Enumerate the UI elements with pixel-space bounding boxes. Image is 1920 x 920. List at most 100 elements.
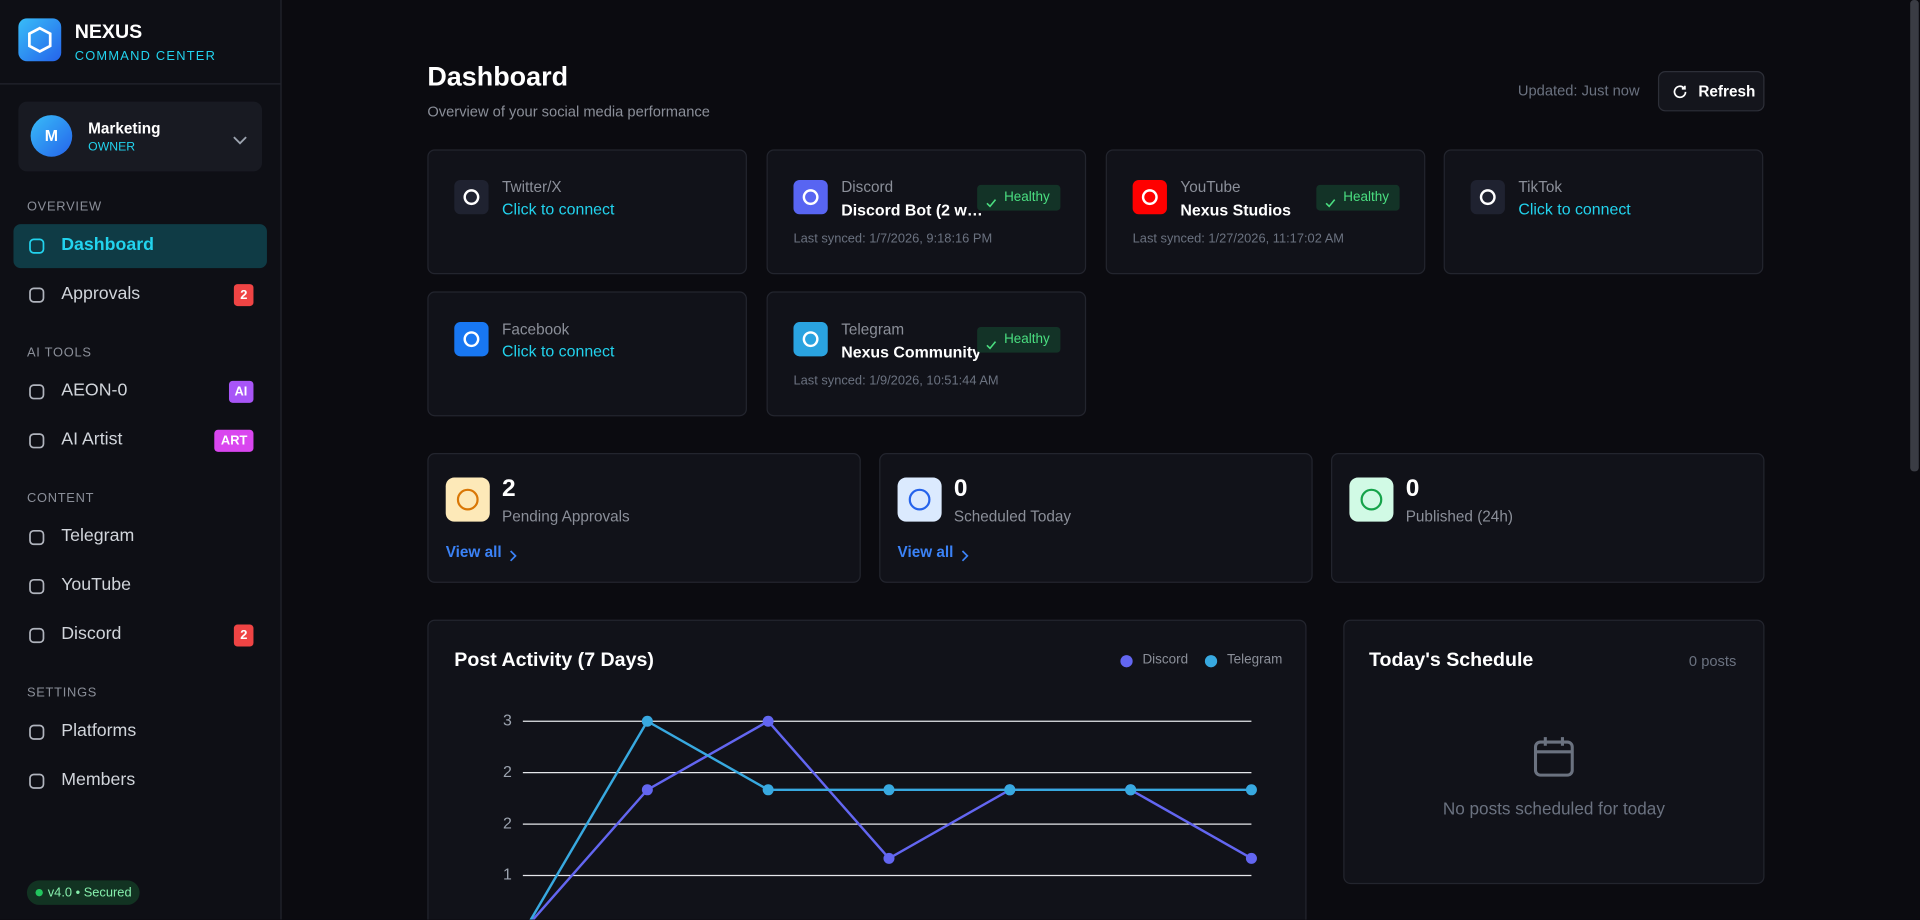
nav-icon: [28, 432, 45, 449]
nav-item[interactable]: [13, 224, 267, 269]
stat-icon: [445, 477, 490, 522]
nav-section-title: CONTENT: [26, 490, 95, 506]
stat-card: [427, 453, 861, 583]
schedule-count: 0 posts: [1688, 652, 1737, 670]
link-chevron-glyph: [510, 550, 517, 562]
platform-icon-glyph: [463, 189, 480, 206]
health-check-glyph: [1325, 199, 1336, 208]
link-chevron: [509, 546, 517, 562]
y-tick-label: 3: [503, 712, 512, 729]
stat-link[interactable]: View all: [445, 543, 502, 561]
nav-icon-glyph: [29, 384, 45, 400]
platform-icon: [793, 322, 828, 357]
nav-icon: [28, 383, 45, 400]
nav-item[interactable]: [13, 613, 266, 657]
nav-icon: [28, 578, 45, 595]
calendar-icon: [1532, 735, 1576, 779]
data-point: [1004, 784, 1016, 796]
platform-name: Facebook: [502, 320, 570, 338]
nav-label: Approvals: [61, 284, 141, 305]
platform-card[interactable]: [766, 149, 1087, 275]
page-title: Dashboard: [427, 60, 569, 92]
nav-icon-glyph: [29, 773, 45, 789]
nav-icon: [28, 287, 45, 304]
nav-item[interactable]: [13, 759, 266, 803]
health-check-glyph: [986, 199, 997, 208]
data-point: [1125, 784, 1137, 796]
legend-label: Discord: [1142, 653, 1189, 668]
nav-badge: 2: [234, 624, 254, 647]
nav-icon-glyph: [29, 578, 45, 595]
legend-dot: [1120, 655, 1133, 668]
stat-icon: [1349, 477, 1394, 522]
data-point: [883, 852, 895, 864]
schedule-title: Today's Schedule: [1368, 650, 1534, 672]
nav-icon-glyph: [29, 529, 45, 546]
platform-icon: [1132, 180, 1167, 215]
nav-section-title: OVERVIEW: [26, 199, 102, 214]
y-tick-label: 2: [503, 764, 512, 781]
platform-icon-glyph: [463, 331, 480, 348]
stat-icon-glyph: [908, 488, 931, 511]
platform-name: Telegram: [841, 320, 905, 338]
nav-badge: ART: [214, 429, 254, 452]
platform-synced: Last synced: 1/9/2026, 10:51:44 AM: [793, 373, 999, 388]
stat-value: 0: [953, 475, 968, 503]
health-check: [986, 192, 997, 208]
nav-label: AEON-0: [61, 381, 128, 401]
nav-icon-glyph: [29, 433, 45, 449]
health-label: Healthy: [1004, 190, 1050, 205]
sidebar-divider: [0, 83, 281, 85]
data-point: [762, 715, 774, 727]
platform-account: Nexus Community: [841, 343, 981, 362]
nav-label: YouTube: [61, 575, 132, 596]
stat-card: [879, 453, 1313, 583]
nav-label: Members: [61, 770, 136, 791]
nav-icon: [28, 627, 45, 644]
stat-icon-glyph: [456, 488, 479, 511]
refresh-icon-glyph: [1673, 85, 1687, 99]
nav-item[interactable]: [13, 516, 266, 560]
platform-icon: [454, 322, 489, 357]
nav-icon: [28, 529, 45, 546]
chart-card: [427, 619, 1307, 920]
nav-section-title: AI TOOLS: [26, 344, 92, 360]
platform-account: Nexus Studios: [1180, 201, 1291, 220]
platform-card[interactable]: [427, 149, 747, 275]
workspace-name: Marketing: [88, 119, 161, 137]
nav-item[interactable]: [13, 710, 266, 754]
platform-icon-glyph: [802, 189, 819, 206]
platform-status: Click to connect: [502, 341, 615, 361]
data-point: [762, 784, 774, 796]
scrollbar: [1910, 0, 1919, 472]
y-tick-label: 1: [503, 867, 512, 884]
legend-dot: [1204, 655, 1218, 668]
data-point: [641, 784, 653, 796]
chevron-glyph: [233, 136, 247, 145]
logo-glyph: [28, 26, 52, 53]
nav-item[interactable]: [13, 273, 266, 317]
stat-value: 2: [502, 475, 516, 503]
series-line: [529, 719, 1252, 920]
brand-sub: COMMAND CENTER: [74, 48, 217, 64]
link-chevron-glyph: [961, 550, 969, 562]
platform-account: Discord Bot (2 w…: [841, 201, 983, 220]
nav-item[interactable]: [13, 564, 266, 608]
health-check: [1325, 192, 1336, 208]
nav-label: Dashboard: [61, 235, 154, 256]
data-point: [883, 784, 895, 796]
health-check-glyph: [986, 341, 997, 350]
platform-icon: [793, 180, 828, 215]
nav-icon-glyph: [29, 287, 45, 303]
chevron: [233, 130, 248, 145]
avatar: M: [30, 115, 73, 157]
stat-icon-glyph: [1360, 488, 1383, 511]
health-label: Healthy: [1004, 332, 1050, 348]
stat-link[interactable]: View all: [897, 543, 954, 561]
refresh-button[interactable]: [1657, 71, 1765, 112]
nav-icon-glyph: [29, 238, 45, 254]
nav-icon: [28, 238, 45, 255]
refresh-icon: [1673, 83, 1688, 99]
